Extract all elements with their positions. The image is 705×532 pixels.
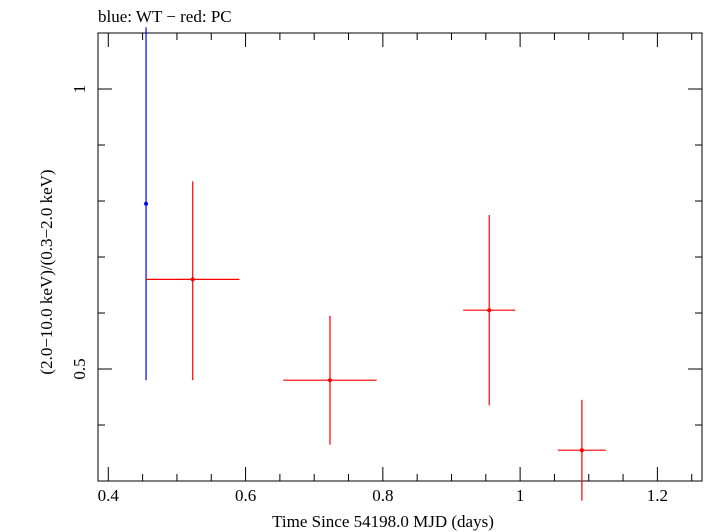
data-marks — [144, 27, 606, 501]
x-tick-label: 1 — [516, 486, 525, 505]
data-point — [579, 448, 584, 453]
data-point — [144, 201, 149, 206]
y-tick-label: 1 — [70, 85, 89, 94]
data-point — [190, 277, 195, 282]
y-tick-label: 0.5 — [70, 358, 89, 379]
x-tick-label: 0.4 — [98, 486, 120, 505]
x-tick-label: 1.2 — [647, 486, 668, 505]
x-tick-label: 0.6 — [235, 486, 256, 505]
data-point — [487, 308, 492, 313]
chart-title: blue: WT − red: PC — [98, 7, 232, 26]
axis-ticks — [98, 32, 702, 482]
data-point — [327, 378, 332, 383]
axis-tick-labels: 0.4 0.6 0.8 1 1.2 0.5 1 — [70, 85, 668, 505]
x-axis-label: Time Since 54198.0 MJD (days) — [272, 512, 494, 531]
x-tick-label: 0.8 — [372, 486, 393, 505]
plot-frame — [97, 32, 703, 482]
y-axis-label: (2.0−10.0 keV)/(0.3−2.0 keV) — [37, 169, 56, 374]
